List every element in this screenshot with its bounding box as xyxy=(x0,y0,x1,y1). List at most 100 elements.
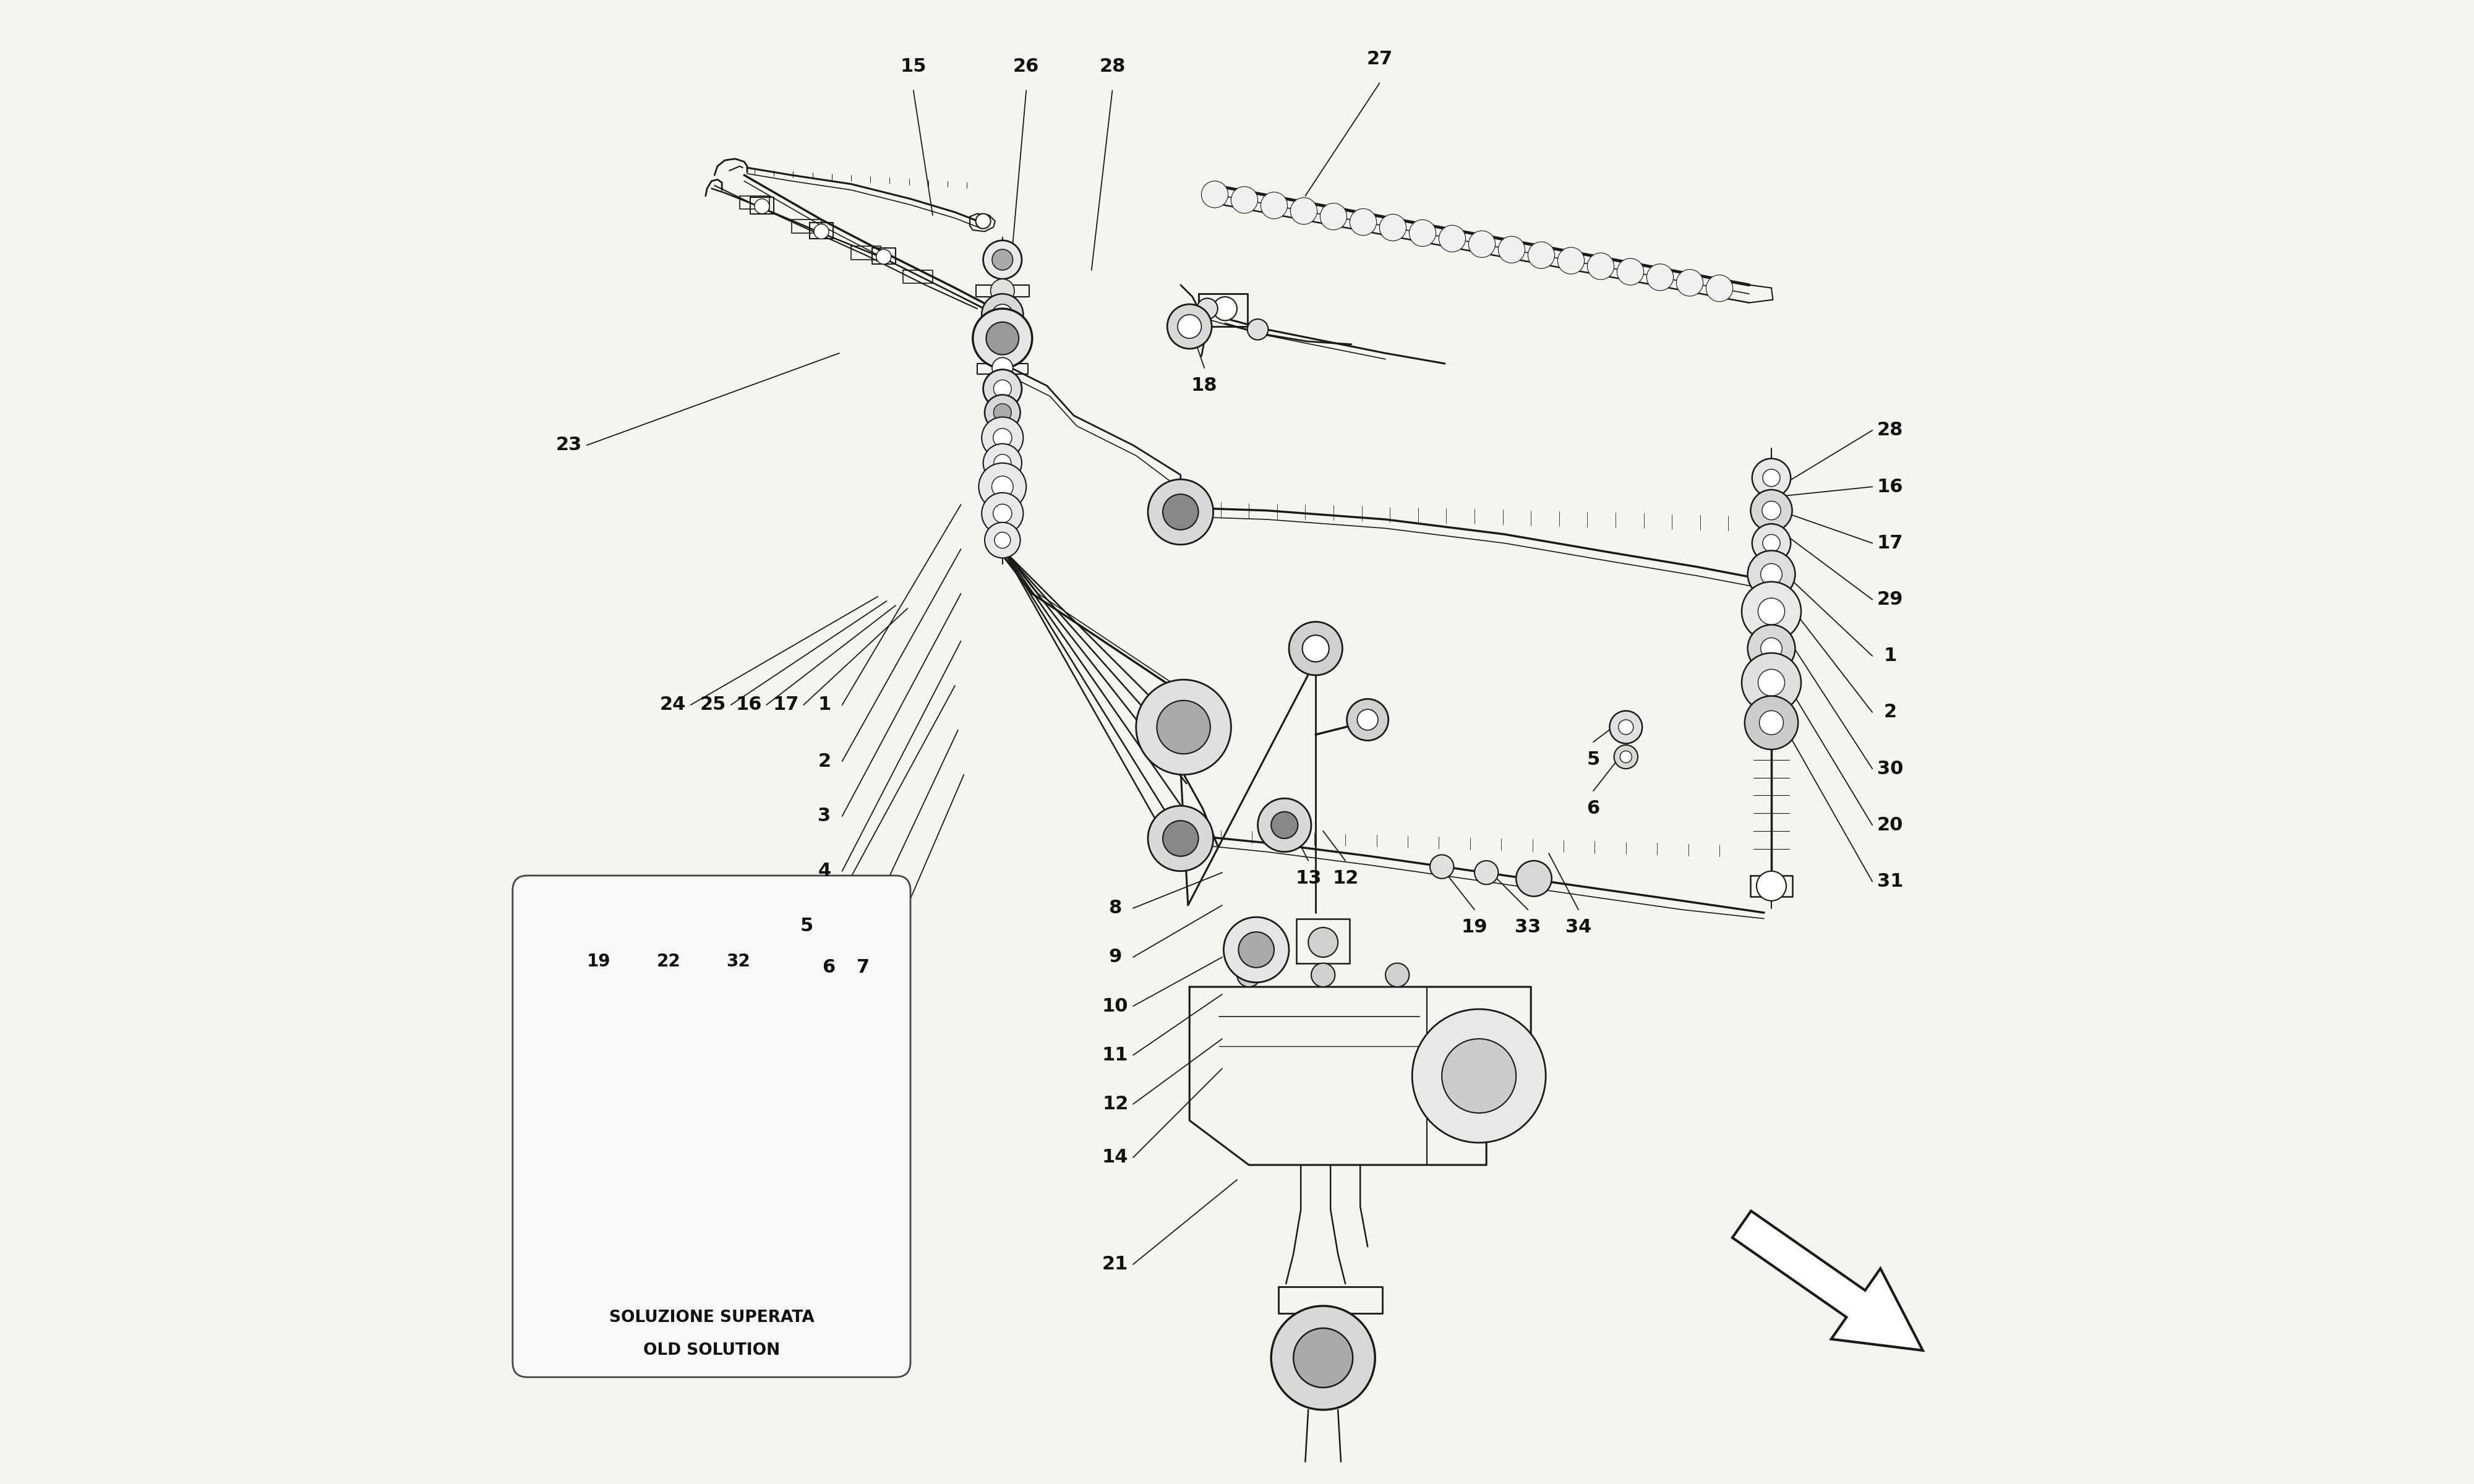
Circle shape xyxy=(1747,551,1796,598)
Circle shape xyxy=(1247,319,1269,340)
Text: 12: 12 xyxy=(1333,870,1358,887)
Circle shape xyxy=(982,444,1022,482)
Circle shape xyxy=(1148,806,1212,871)
Circle shape xyxy=(1272,1306,1376,1410)
Text: OLD SOLUTION: OLD SOLUTION xyxy=(643,1343,779,1358)
Circle shape xyxy=(992,429,1012,447)
Text: 23: 23 xyxy=(557,436,581,454)
Text: 4: 4 xyxy=(819,862,831,880)
Text: 28: 28 xyxy=(1098,58,1126,76)
Text: 25: 25 xyxy=(700,696,725,714)
Circle shape xyxy=(1517,861,1551,896)
Circle shape xyxy=(1759,711,1784,735)
Circle shape xyxy=(1752,524,1791,562)
Circle shape xyxy=(1321,203,1346,230)
Circle shape xyxy=(1752,459,1791,497)
Circle shape xyxy=(1410,220,1435,246)
Text: 6: 6 xyxy=(821,959,836,976)
Circle shape xyxy=(980,463,1027,510)
Circle shape xyxy=(1158,700,1210,754)
Circle shape xyxy=(982,493,1024,534)
Circle shape xyxy=(992,505,1012,522)
Circle shape xyxy=(1294,1328,1353,1388)
Circle shape xyxy=(1148,479,1212,545)
Circle shape xyxy=(1499,236,1524,263)
Text: 15: 15 xyxy=(901,58,928,76)
Text: 33: 33 xyxy=(1514,919,1541,936)
Circle shape xyxy=(975,214,990,229)
Circle shape xyxy=(1351,209,1376,236)
Circle shape xyxy=(1761,534,1781,552)
Text: 17: 17 xyxy=(772,696,799,714)
Text: 21: 21 xyxy=(1103,1255,1128,1273)
Circle shape xyxy=(995,404,1012,421)
Circle shape xyxy=(1163,494,1197,530)
Text: 12: 12 xyxy=(1103,1095,1128,1113)
Text: 2: 2 xyxy=(1883,703,1898,721)
Text: 19: 19 xyxy=(1462,919,1487,936)
Text: 29: 29 xyxy=(1878,591,1903,608)
Text: 19: 19 xyxy=(586,953,611,971)
Circle shape xyxy=(982,240,1022,279)
Circle shape xyxy=(987,322,1019,355)
Circle shape xyxy=(1752,490,1791,531)
Circle shape xyxy=(1761,469,1781,487)
Circle shape xyxy=(1237,963,1262,987)
Circle shape xyxy=(995,380,1012,398)
Circle shape xyxy=(1618,720,1633,735)
Text: 32: 32 xyxy=(727,953,750,971)
Circle shape xyxy=(1413,1009,1546,1143)
Circle shape xyxy=(1529,242,1554,269)
Circle shape xyxy=(720,1113,737,1131)
Text: 24: 24 xyxy=(661,696,685,714)
Circle shape xyxy=(995,533,1009,548)
Text: 27: 27 xyxy=(1366,50,1393,68)
Circle shape xyxy=(1272,812,1299,838)
Text: 2: 2 xyxy=(819,752,831,770)
Text: 7: 7 xyxy=(856,959,868,976)
Circle shape xyxy=(1747,625,1796,672)
Circle shape xyxy=(1611,711,1643,743)
Text: 31: 31 xyxy=(1878,873,1903,890)
Text: 28: 28 xyxy=(1878,421,1903,439)
Circle shape xyxy=(1761,502,1781,519)
Circle shape xyxy=(985,395,1019,430)
Circle shape xyxy=(1262,191,1286,218)
Text: 9: 9 xyxy=(1108,948,1121,966)
Circle shape xyxy=(1707,275,1732,301)
Circle shape xyxy=(1470,230,1494,257)
Circle shape xyxy=(1257,798,1311,852)
Circle shape xyxy=(1136,680,1232,775)
Circle shape xyxy=(982,294,1024,335)
Circle shape xyxy=(1358,709,1378,730)
Text: 8: 8 xyxy=(1108,899,1121,917)
Text: 5: 5 xyxy=(1586,751,1601,769)
Text: 5: 5 xyxy=(799,917,814,935)
Circle shape xyxy=(1197,298,1217,319)
Circle shape xyxy=(1759,598,1784,625)
Circle shape xyxy=(1202,181,1227,208)
Circle shape xyxy=(1212,297,1237,321)
Circle shape xyxy=(1311,963,1336,987)
Circle shape xyxy=(1178,315,1202,338)
Text: 30: 30 xyxy=(1878,760,1903,778)
Text: 10: 10 xyxy=(1101,997,1128,1015)
Circle shape xyxy=(972,309,1032,368)
Circle shape xyxy=(1160,708,1200,746)
Circle shape xyxy=(992,249,1012,270)
Circle shape xyxy=(1648,264,1672,291)
Circle shape xyxy=(1761,564,1781,585)
Circle shape xyxy=(1385,963,1410,987)
Text: 34: 34 xyxy=(1566,919,1591,936)
Text: 11: 11 xyxy=(1101,1046,1128,1064)
Circle shape xyxy=(1559,248,1583,275)
Circle shape xyxy=(1168,304,1212,349)
Text: 16: 16 xyxy=(1878,478,1903,496)
Text: SOLUZIONE SUPERATA: SOLUZIONE SUPERATA xyxy=(609,1310,814,1325)
Circle shape xyxy=(1475,861,1499,884)
Text: 20: 20 xyxy=(1878,816,1903,834)
Circle shape xyxy=(982,370,1022,408)
Circle shape xyxy=(814,224,829,239)
Text: 6: 6 xyxy=(1586,800,1601,818)
Text: 26: 26 xyxy=(1014,58,1039,76)
